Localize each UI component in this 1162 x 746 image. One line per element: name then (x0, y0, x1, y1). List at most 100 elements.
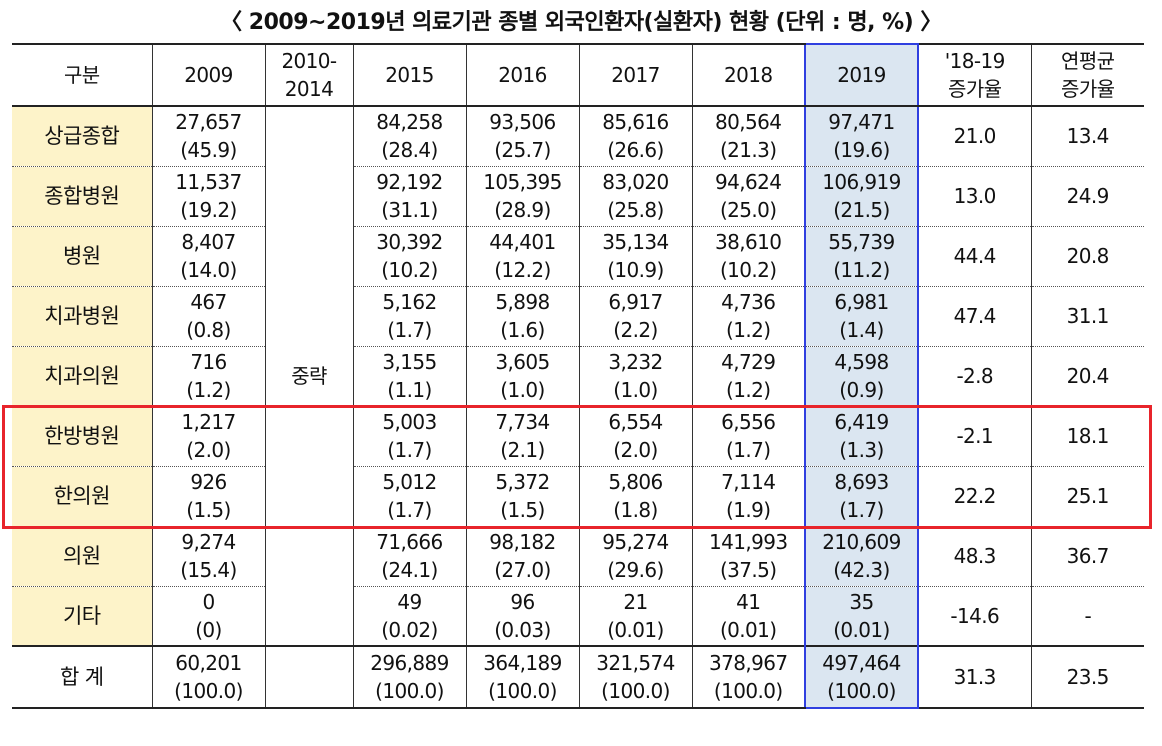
cell-share: (2.1) (500, 438, 545, 462)
table-row: 치과의원 716 (1.2) 3,155 (1.1) 3,605 (1.0) 3,232 (1.… (12, 346, 1144, 407)
table-row: 종합병원 11,537 (19.2) 92,192 (31.1) 105,395 (28.9… (12, 166, 1144, 227)
cell-cagr: 18.1 (1030, 406, 1144, 467)
cell-y2015: 92,192 (31.1) (352, 166, 466, 227)
cell-count: 5,162 (382, 290, 437, 314)
cell-growth: -2.8 (917, 346, 1031, 407)
cell-share: (28.9) (494, 198, 551, 222)
cell-share: (29.6) (607, 558, 664, 582)
cell-count: 4,736 (721, 290, 776, 314)
cell-count: 321,574 (596, 651, 675, 675)
cell-y2017: 3,232 (1.0) (578, 346, 692, 407)
cell-y2009: 0 (0) (151, 586, 265, 646)
cell-count: 94,624 (715, 170, 782, 194)
cell-share: (0) (195, 617, 222, 642)
cell-count: 3,155 (382, 350, 437, 374)
cell-y2009: 1,217 (2.0) (151, 406, 265, 467)
row-label: 기타 (12, 586, 152, 646)
cell-share: (37.5) (719, 558, 777, 582)
header-row: 구분 2009 2010- 2014 2015 2016 2017 2018 20… (12, 43, 1144, 107)
header-2009: 2009 (151, 43, 265, 107)
cell-count: 296,889 (370, 651, 449, 675)
cell-share: (21.5) (833, 198, 890, 222)
table-row: 기타 0 (0) 49 (0.02) 96 (0.03) 21 (0.01) 41 (0.01) 35… (12, 586, 1144, 646)
cell-share: (42.3) (833, 558, 890, 582)
cell-count: 926 (190, 470, 227, 494)
cell-y2017: 83,020 (25.8) (578, 166, 692, 227)
cell-y2015: 84,258 (28.4) (352, 106, 466, 167)
row-label: 병원 (12, 226, 152, 287)
cell-count: 97,471 (828, 110, 895, 135)
cell-count: 96 (510, 589, 535, 614)
cell-share: (1.1) (387, 378, 432, 402)
cell-count: 364,189 (483, 651, 562, 675)
cell-cagr: 31.1 (1030, 286, 1144, 347)
cell-count: 92,192 (376, 170, 443, 194)
cell-y2018: 41 (0.01) (691, 586, 805, 646)
cell-share: (31.1) (381, 198, 438, 222)
cell-count: 5,012 (382, 470, 437, 494)
cell-share: (10.2) (719, 258, 777, 282)
header-cagr: 연평균 증가율 (1030, 43, 1144, 107)
cell-count: 210,609 (822, 530, 901, 554)
cell-y2019: 6,981 (1.4) (804, 286, 919, 347)
cell-growth: 13.0 (917, 166, 1031, 227)
cell-count: 9,274 (181, 530, 236, 554)
cell-share: (1.4) (839, 318, 884, 342)
cell-cagr: - (1030, 586, 1144, 646)
cell-count: 467 (190, 290, 227, 314)
cell-share: (14.0) (180, 258, 237, 282)
cell-share: (10.9) (607, 258, 664, 282)
cell-share: (0.01) (719, 617, 777, 642)
cell-count: 0 (202, 589, 215, 614)
cell-y2009: 9,274 (15.4) (151, 526, 265, 587)
cell-count: 497,464 (822, 651, 901, 675)
cell-y2016: 364,189 (100.0) (465, 645, 579, 709)
cell-growth: 22.2 (917, 466, 1031, 527)
cell-count: 85,616 (602, 110, 669, 135)
cell-y2018: 94,624 (25.0) (691, 166, 805, 227)
cell-share: (24.1) (381, 558, 438, 582)
table-row: 병원 8,407 (14.0) 30,392 (10.2) 44,401 (12.2) 35,… (12, 226, 1144, 287)
cell-y2016: 96 (0.03) (465, 586, 579, 646)
header-2019: 2019 (804, 43, 919, 107)
cell-share: (100.0) (827, 679, 896, 703)
cell-share: (19.2) (180, 198, 237, 222)
cell-share: (25.8) (607, 198, 664, 222)
cell-count: 5,372 (495, 470, 550, 494)
cell-cagr: 23.5 (1030, 645, 1144, 709)
cell-share: (2.0) (613, 438, 658, 462)
header-2010-2014: 2010- 2014 (264, 43, 353, 107)
cell-y2015: 5,162 (1.7) (352, 286, 466, 347)
cell-share: (1.5) (500, 498, 545, 522)
cell-count: 21 (623, 589, 648, 614)
total-row: 합 계 60,201 (100.0) 296,889 (100.0) 364,189 (10… (12, 645, 1144, 709)
row-label: 한의원 (12, 466, 152, 527)
cell-count: 71,666 (376, 530, 443, 554)
cell-y2009: 60,201 (100.0) (151, 645, 265, 709)
cell-share: (1.7) (387, 498, 432, 522)
cell-share: (0.03) (494, 617, 551, 642)
cell-share: (0.02) (381, 617, 438, 642)
cell-share: (1.0) (500, 378, 545, 402)
cell-share: (100.0) (174, 679, 243, 703)
cell-count: 55,739 (828, 230, 895, 254)
cell-share: (45.9) (180, 138, 237, 163)
cell-share: (1.8) (613, 498, 658, 522)
cell-y2018: 4,736 (1.2) (691, 286, 805, 347)
cell-growth: -2.1 (917, 406, 1031, 467)
row-label: 종합병원 (12, 166, 152, 227)
cell-share: (100.0) (601, 679, 670, 703)
cell-count: 41 (736, 589, 761, 614)
cell-share: (1.5) (186, 498, 231, 522)
table-row: 의원 9,274 (15.4) 71,666 (24.1) 98,182 (27.0) 95,… (12, 526, 1144, 587)
cell-count: 6,556 (721, 410, 776, 434)
cell-y2017: 6,554 (2.0) (578, 406, 692, 467)
cell-share: (0.9) (839, 378, 884, 402)
cell-share: (1.3) (839, 438, 884, 462)
cell-y2019: 6,419 (1.3) (804, 406, 919, 467)
cell-y2019: 106,919 (21.5) (804, 166, 919, 227)
cell-count: 7,114 (721, 470, 776, 494)
cell-count: 5,003 (382, 410, 437, 434)
cell-count: 8,693 (834, 470, 889, 494)
cell-count: 60,201 (175, 651, 242, 675)
